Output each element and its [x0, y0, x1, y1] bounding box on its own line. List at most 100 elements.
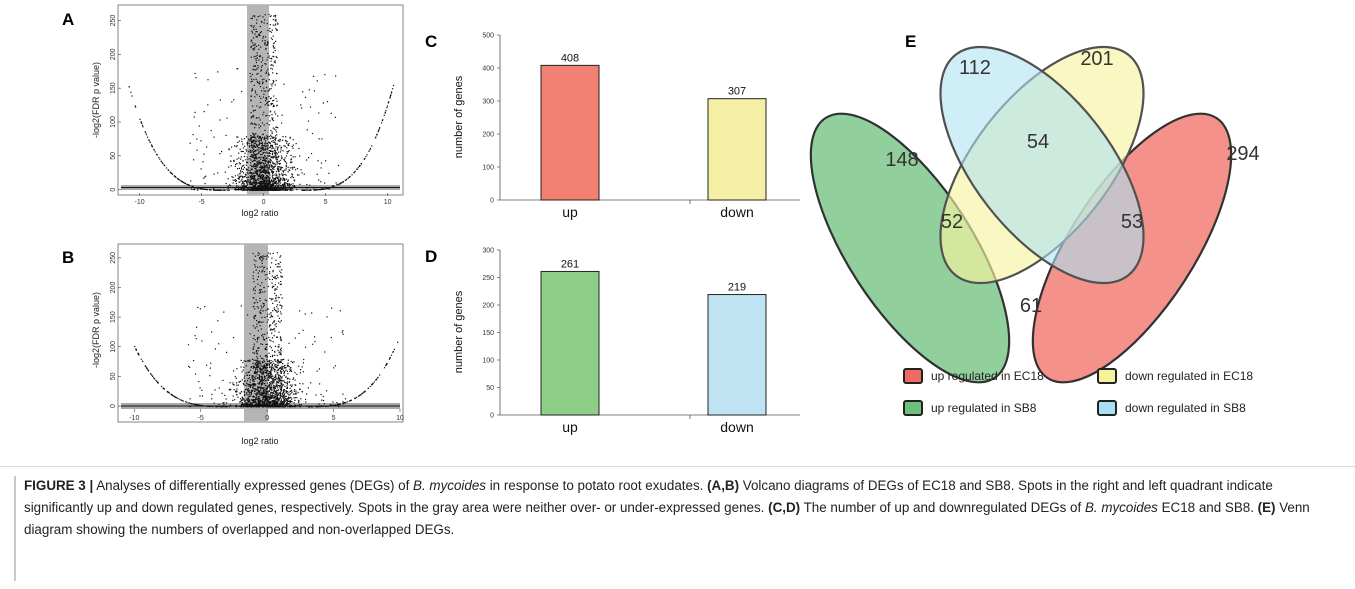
- volcano-point: [300, 107, 303, 109]
- volcano-point: [384, 111, 386, 113]
- volcano-point: [317, 160, 319, 162]
- volcano-point: [244, 174, 247, 176]
- volcano-point: [273, 321, 275, 323]
- volcano-point: [252, 387, 254, 389]
- volcano-point: [248, 405, 250, 407]
- volcano-point: [198, 125, 200, 127]
- volcano-point: [267, 399, 269, 401]
- volcano-point: [257, 406, 259, 408]
- volcano-point: [278, 180, 281, 182]
- volcano-point: [285, 189, 287, 191]
- volcano-point: [267, 401, 269, 403]
- volcano-point: [276, 149, 278, 151]
- volcano-point: [268, 400, 270, 402]
- volcano-point: [287, 393, 289, 395]
- volcano-point: [255, 405, 257, 407]
- volcano-point: [249, 181, 252, 183]
- volcano-point: [255, 299, 257, 301]
- volcano-point: [259, 355, 261, 357]
- volcano-point: [268, 177, 270, 179]
- volcano-point: [272, 167, 275, 169]
- volcano-point: [261, 376, 263, 379]
- volcano-point: [260, 183, 262, 185]
- volcano-point: [262, 392, 264, 394]
- volcano-point: [150, 144, 153, 146]
- volcano-point: [259, 376, 261, 378]
- volcano-point: [306, 184, 308, 186]
- volcano-point: [329, 187, 331, 189]
- volcano-point: [252, 399, 254, 401]
- volcano-point: [257, 140, 259, 142]
- volcano-point: [194, 335, 196, 337]
- volcano-point: [241, 179, 243, 181]
- volcano-point: [263, 375, 265, 377]
- volcano-point: [275, 19, 277, 21]
- volcano-point: [259, 15, 261, 17]
- volcano-point: [339, 403, 341, 405]
- volcano-point: [247, 178, 249, 181]
- volcano-point: [267, 29, 269, 31]
- volcano-point: [270, 374, 272, 376]
- volcano-point: [261, 396, 263, 399]
- volcano-point: [259, 173, 261, 175]
- volcano-point: [389, 96, 391, 98]
- volcano-point: [279, 140, 281, 142]
- volcano-point: [224, 394, 226, 396]
- volcano-point: [255, 35, 257, 38]
- volcano-point: [275, 182, 277, 184]
- volcano-point: [283, 189, 285, 191]
- volcano-point: [290, 401, 292, 403]
- volcano-point: [253, 144, 255, 147]
- volcano-point: [368, 150, 370, 152]
- volcano-point: [241, 396, 243, 398]
- volcano-point: [280, 281, 282, 283]
- volcano-point: [268, 146, 271, 149]
- volcano-point: [284, 160, 286, 162]
- volcano-point: [220, 406, 222, 408]
- volcano-point: [260, 156, 262, 158]
- volcano-point: [195, 77, 197, 79]
- volcano-b-xlabel: log2 ratio: [241, 436, 278, 446]
- volcano-point: [289, 187, 292, 189]
- volcano-point: [274, 354, 276, 356]
- volcano-point: [272, 252, 274, 254]
- volcano-point: [258, 375, 261, 377]
- volcano-point: [262, 162, 265, 164]
- volcano-point: [258, 48, 260, 50]
- volcano-point: [239, 393, 241, 395]
- volcano-point: [291, 167, 293, 169]
- volcano-point: [256, 188, 258, 190]
- volcano-point: [276, 384, 278, 386]
- volcano-point: [256, 320, 258, 322]
- volcano-point: [260, 106, 262, 108]
- volcano-point: [283, 179, 285, 181]
- volcano-point: [279, 385, 281, 387]
- volcano-point: [265, 170, 267, 173]
- volcano-point: [265, 278, 267, 280]
- volcano-point: [293, 402, 295, 404]
- volcano-point: [261, 375, 263, 377]
- volcano-point: [341, 331, 343, 333]
- volcano-point: [238, 162, 240, 164]
- volcano-point: [253, 399, 255, 401]
- volcano-point: [279, 270, 281, 272]
- volcano-point: [246, 403, 248, 405]
- volcano-point: [262, 183, 264, 185]
- volcano-point: [279, 403, 282, 405]
- volcano-point: [263, 145, 265, 147]
- volcano-point: [261, 369, 263, 371]
- volcano-point: [260, 21, 263, 23]
- volcano-point: [277, 185, 280, 188]
- volcano-point: [246, 184, 248, 186]
- volcano-point: [283, 185, 285, 187]
- volcano-point: [271, 187, 273, 189]
- volcano-point: [272, 271, 274, 273]
- volcano-point: [342, 402, 345, 404]
- volcano-point: [263, 169, 265, 171]
- volcano-b-frame: [117, 243, 404, 423]
- volcano-point: [265, 404, 267, 406]
- volcano-point: [255, 183, 257, 186]
- volcano-point: [287, 180, 289, 182]
- volcano-point: [335, 75, 337, 77]
